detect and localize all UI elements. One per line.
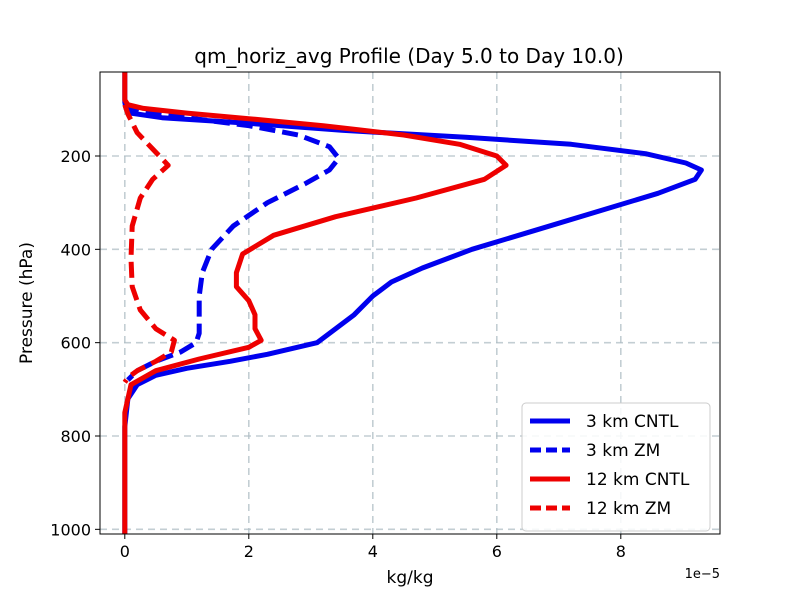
x-tick-label: 8	[616, 542, 626, 561]
legend: 3 km CNTL 3 km ZM 12 km CNTL 12 km ZM	[521, 402, 711, 532]
x-axis-label: kg/kg	[387, 568, 434, 588]
series-line-3-km-zm	[122, 101, 342, 382]
y-tick-label: 600	[60, 334, 91, 353]
legend-frame	[521, 402, 711, 532]
y-tick-label: 1000	[50, 520, 91, 539]
y-tick-label: 800	[60, 427, 91, 446]
plot-frame	[99, 71, 721, 535]
series-line-12-km-zm	[122, 103, 177, 384]
x-tick-label: 6	[492, 542, 502, 561]
legend-label: 3 km CNTL	[586, 412, 679, 432]
series-line-12-km-cntl	[122, 72, 509, 534]
x-tick-label: 2	[244, 542, 254, 561]
tick-layer: 0 2 4 6 8 200 400 600 800 1000	[50, 147, 626, 561]
legend-label: 12 km ZM	[586, 499, 671, 519]
y-tick-label: 200	[60, 147, 91, 166]
series-layer	[122, 72, 704, 534]
y-axis-label: Pressure (hPa)	[17, 242, 37, 364]
x-tick-label: 0	[120, 542, 130, 561]
x-offset-label: 1e−5	[685, 567, 720, 582]
x-tick-label: 4	[368, 542, 378, 561]
series-line-3-km-cntl	[122, 72, 704, 534]
chart-title: qm_horiz_avg Profile (Day 5.0 to Day 10.…	[194, 44, 624, 68]
legend-label: 3 km ZM	[586, 441, 660, 461]
legend-label: 12 km CNTL	[586, 470, 690, 490]
y-tick-label: 400	[60, 240, 91, 259]
